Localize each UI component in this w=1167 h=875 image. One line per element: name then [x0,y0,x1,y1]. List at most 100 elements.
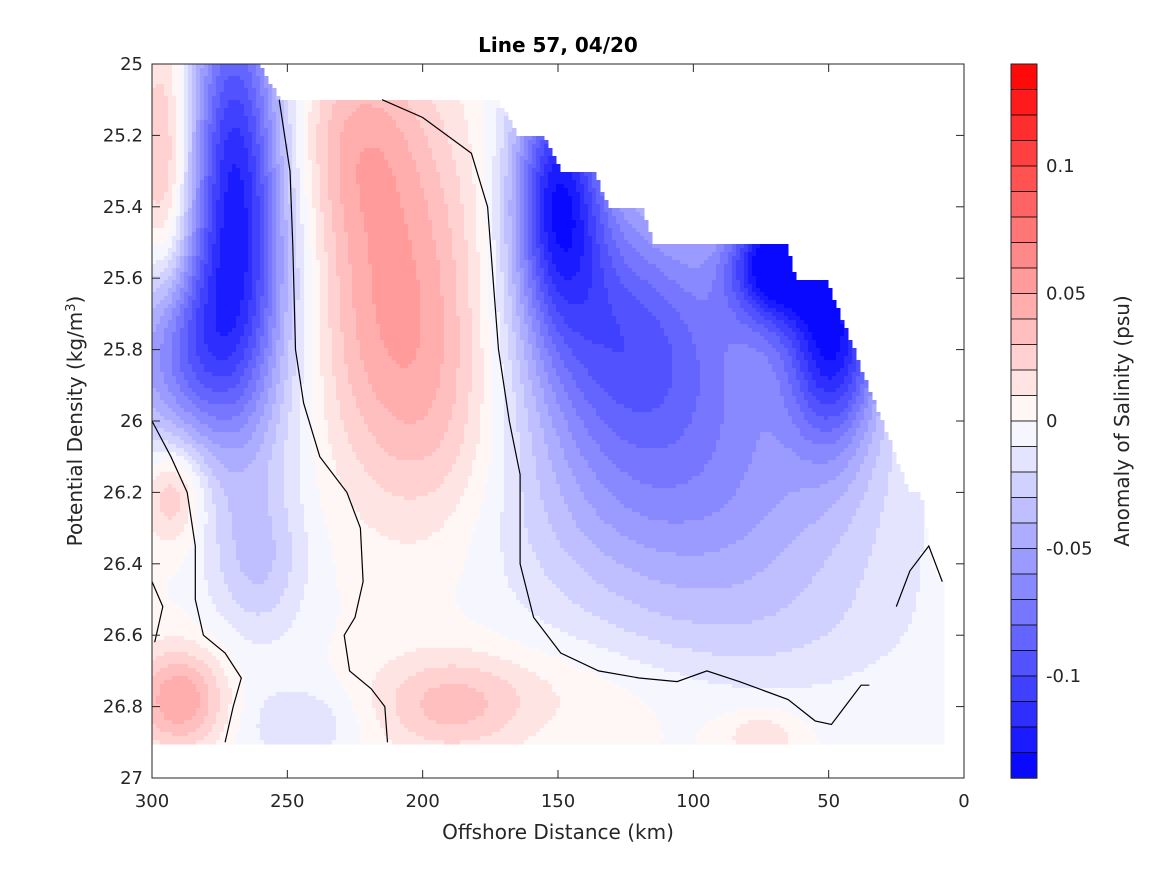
field-cell [216,248,221,253]
field-cell [212,436,217,441]
field-cell [156,676,161,681]
field-cell [176,696,181,701]
field-cell [204,392,209,397]
field-cell [260,624,265,629]
field-cell [160,392,165,397]
field-cell [256,312,261,317]
field-cell [228,184,233,189]
field-cell [192,176,197,181]
field-cell [188,140,193,145]
field-cell [256,108,261,113]
field-cell [256,344,261,349]
field-cell [216,184,221,189]
field-cell [168,160,173,165]
field-cell [228,712,233,717]
field-cell [256,136,261,141]
field-cell [220,232,225,237]
field-cell [180,624,185,629]
field-cell [180,552,185,557]
field-cell [184,544,189,549]
field-cell [156,688,161,693]
field-cell [164,96,169,101]
field-cell [220,272,225,277]
field-cell [188,636,193,641]
field-cell [224,720,229,725]
field-cell [184,184,189,189]
field-cell [172,64,177,69]
field-cell [172,248,177,253]
field-cell [224,556,229,561]
field-cell [252,68,257,73]
field-cell [260,396,265,401]
field-cell [188,668,193,673]
field-cell [180,312,185,317]
field-cell [236,208,241,213]
field-cell [180,596,185,601]
field-cell [248,80,253,85]
field-cell [252,136,257,141]
field-cell [252,620,257,625]
field-cell [264,276,269,281]
field-cell [244,548,249,553]
field-cell [260,208,265,213]
field-cell [220,188,225,193]
field-cell [188,580,193,585]
field-cell [260,444,265,449]
field-cell [164,216,169,221]
field-cell [204,288,209,293]
field-cell [240,108,245,113]
field-cell [200,724,205,729]
field-cell [156,580,161,585]
field-cell [176,124,181,129]
field-cell [180,440,185,445]
field-cell [200,108,205,113]
field-cell [200,376,205,381]
field-cell [268,136,273,141]
field-cell [256,664,261,669]
field-cell [256,132,261,137]
field-cell [208,624,213,629]
field-cell [236,76,241,81]
field-cell [172,652,177,657]
field-cell [252,476,257,481]
field-cell [180,512,185,517]
field-cell [152,328,157,333]
field-cell [180,728,185,733]
field-cell [264,660,269,665]
field-cell [172,228,177,233]
field-cell [152,228,157,233]
field-cell [212,156,217,161]
field-cell [264,124,269,129]
field-cell [160,524,165,529]
field-cell [252,360,257,365]
field-cell [224,568,229,573]
field-cell [196,188,201,193]
field-cell [160,640,165,645]
field-cell [180,608,185,613]
field-cell [164,600,169,605]
field-cell [248,704,253,709]
field-cell [248,716,253,721]
field-cell [200,284,205,289]
field-cell [244,696,249,701]
field-cell [200,268,205,273]
field-cell [152,732,157,737]
field-cell [224,88,229,93]
field-cell [168,240,173,245]
field-cell [252,72,257,77]
field-cell [176,496,181,501]
field-cell [160,432,165,437]
field-cell [208,108,213,113]
field-cell [200,704,205,709]
field-cell [196,684,201,689]
field-cell [156,192,161,197]
field-cell [200,500,205,505]
field-cell [172,264,177,269]
field-cell [160,708,165,713]
field-cell [216,556,221,561]
field-cell [196,348,201,353]
field-cell [252,316,257,321]
field-cell [156,244,161,249]
field-cell [208,224,213,229]
field-cell [176,172,181,177]
